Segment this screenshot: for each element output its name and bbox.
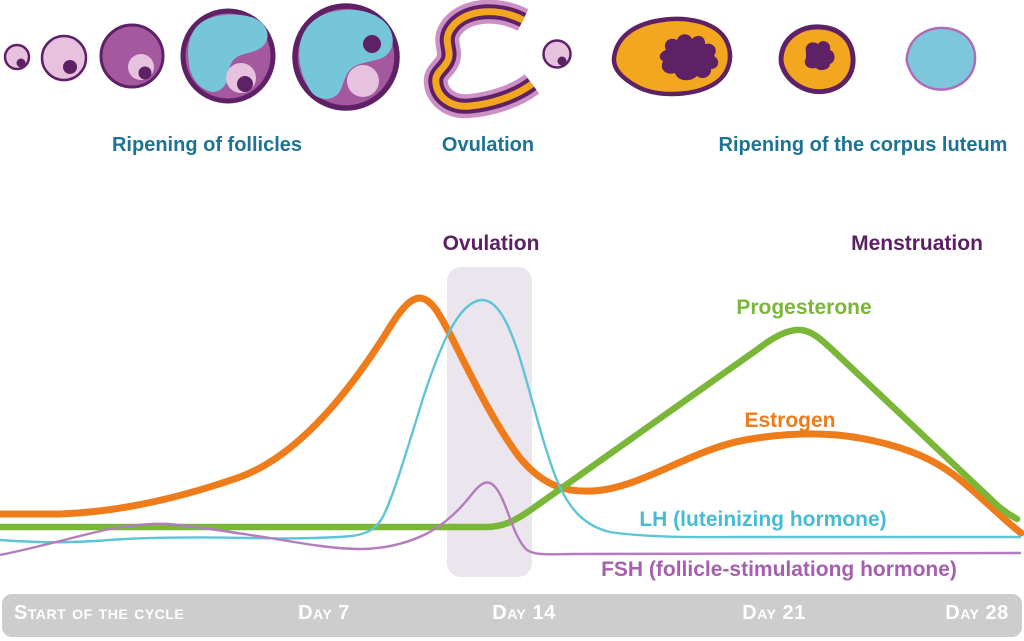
- chart-heading-menstruation: Menstruation: [851, 232, 983, 255]
- lh-curve: [0, 298, 1021, 544]
- axis-tick-day-7: Day 7: [298, 602, 350, 624]
- released-egg-icon: [542, 39, 572, 69]
- ovulation-burst-icon: [423, 0, 540, 119]
- axis-tick-day-28: Day 28: [945, 602, 1009, 624]
- corpus-luteum-mid-icon: [778, 24, 856, 95]
- follicle-stage-5-icon: [292, 3, 400, 111]
- follicle-stage-4-icon: [180, 8, 276, 104]
- follicle-stage-1-icon: [3, 43, 31, 71]
- estrogen-curve-label: Estrogen: [744, 409, 836, 432]
- axis-tick-day-14: Day 14: [492, 602, 556, 624]
- caption-ripening-of-follicles: Ripening of follicles: [111, 134, 303, 156]
- axis-tick-day-21: Day 21: [742, 602, 806, 624]
- fsh-curve-label: FSH (follicle-stimulationg hormone): [601, 558, 957, 581]
- axis-label-start-of-cycle: Start of the cycle: [14, 602, 185, 624]
- corpus-luteum-early-icon: [611, 16, 733, 97]
- follicle-antrum-shape: [299, 9, 393, 99]
- lh-curve-label: LH (luteinizing hormone): [639, 508, 887, 531]
- progesterone-curve: [0, 326, 1021, 531]
- estrogen-curve: [0, 294, 1024, 537]
- corpus-albicans-icon: [905, 26, 977, 91]
- fsh-curve: [0, 481, 1022, 557]
- follicle-stage-3-icon: [99, 23, 165, 89]
- progesterone-curve-label: Progesterone: [736, 296, 872, 319]
- chart-heading-ovulation: Ovulation: [442, 232, 540, 255]
- caption-ovulation: Ovulation: [441, 134, 535, 156]
- cycle-axis-bar: Start of the cycle Day 7 Day 14 Day 21 D…: [2, 594, 1022, 637]
- follicle-stage-2-icon: [40, 34, 88, 82]
- follicle-antrum-shape: [188, 14, 268, 92]
- caption-ripening-of-corpus-luteum: Ripening of the corpus luteum: [718, 134, 1008, 156]
